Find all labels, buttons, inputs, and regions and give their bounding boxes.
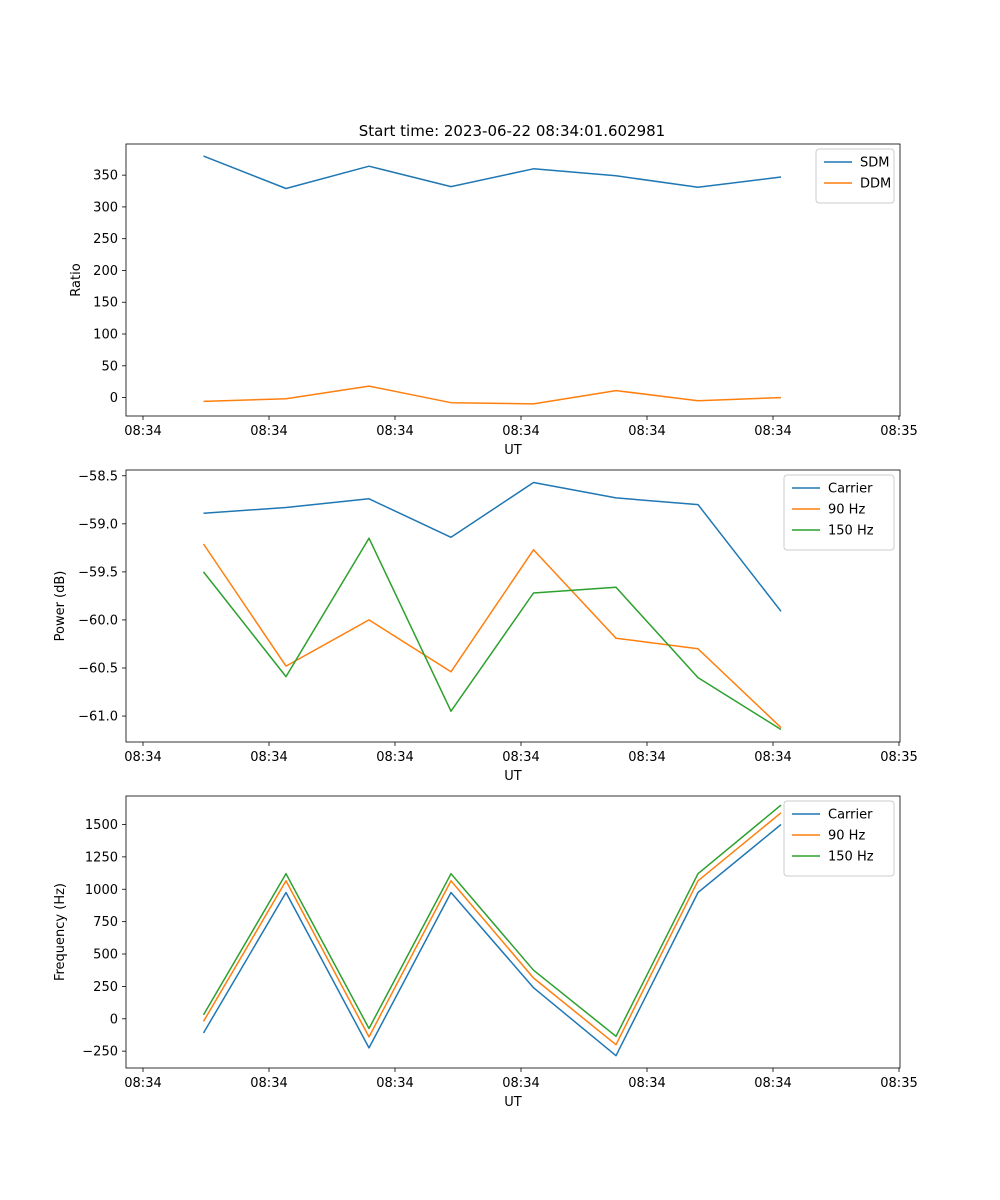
- legend: Carrier 90 Hz 150 Hz: [783, 800, 895, 877]
- y-tick-label: 0: [110, 1012, 118, 1027]
- series-line-sdm: [203, 155, 782, 190]
- legend-label: 90 Hz: [828, 829, 865, 844]
- x-tick-label: 08:34: [250, 750, 287, 765]
- x-tick-label: 08:34: [628, 1076, 665, 1091]
- x-tick-label: 08:34: [628, 424, 665, 439]
- x-tick-label: 08:34: [502, 1076, 539, 1091]
- y-tick-label: −60.5: [78, 661, 118, 676]
- legend-label: SDM: [860, 156, 889, 171]
- series-line-90-hz: [202, 543, 782, 729]
- y-axis-label: Frequency (Hz): [53, 883, 68, 981]
- legend-label: Carrier: [828, 808, 873, 823]
- x-tick-label: 08:34: [628, 750, 665, 765]
- y-tick-label: 350: [93, 169, 118, 184]
- x-axis-label: UT: [504, 769, 522, 784]
- subplot-3: 08:34 08:34 08:34 08:34 08:34 08:34 08:35 −250 0…: [53, 795, 918, 1110]
- legend-label: 150 Hz: [828, 524, 874, 539]
- series-line-90-hz: [202, 812, 782, 1046]
- legend-label: DDM: [860, 177, 891, 192]
- y-tick-label: 300: [93, 200, 118, 215]
- y-tick-label: 50: [101, 359, 118, 374]
- y-tick-label: −60.0: [78, 613, 118, 628]
- plot-frame: [125, 795, 901, 1069]
- x-axis-label: UT: [504, 1095, 522, 1110]
- legend-label: 90 Hz: [828, 503, 865, 518]
- legend: Carrier 90 Hz 150 Hz: [783, 474, 895, 551]
- y-tick-label: 750: [93, 915, 118, 930]
- x-tick-label: 08:34: [250, 424, 287, 439]
- x-tick-label: 08:34: [250, 1076, 287, 1091]
- y-tick-label: 1000: [85, 883, 118, 898]
- y-tick-label: −59.0: [78, 517, 118, 532]
- x-tick-label: 08:34: [376, 750, 413, 765]
- y-axis-label: Ratio: [69, 263, 84, 296]
- legend-label: 150 Hz: [828, 850, 874, 865]
- plot-frame: [125, 469, 901, 743]
- x-axis-label: UT: [504, 443, 522, 458]
- y-axis-label: Power (dB): [53, 571, 68, 642]
- series-line-ddm: [203, 385, 782, 405]
- legend-box: [783, 800, 895, 877]
- y-tick-label: −59.5: [78, 565, 118, 580]
- y-tick-label: 150: [93, 296, 118, 311]
- x-tick-label: 08:35: [880, 1076, 917, 1091]
- x-tick-label: 08:34: [124, 424, 161, 439]
- x-tick-label: 08:34: [376, 424, 413, 439]
- series-line-carrier: [203, 481, 782, 612]
- y-tick-label: 250: [93, 980, 118, 995]
- y-tick-label: −61.0: [78, 710, 118, 725]
- x-tick-label: 08:34: [754, 750, 791, 765]
- series-line-carrier: [202, 823, 782, 1057]
- legend: SDM DDM: [815, 148, 895, 204]
- subplot-1: 08:34 08:34 08:34 08:34 08:34 08:34 08:35 0 50 10…: [69, 143, 918, 458]
- series-line-150-hz: [202, 537, 782, 731]
- subplots: 08:34 08:34 08:34 08:34 08:34 08:34 08:35 0 50 10…: [53, 143, 918, 1110]
- y-tick-label: 0: [110, 391, 118, 406]
- x-tick-label: 08:34: [754, 424, 791, 439]
- x-tick-label: 08:34: [124, 1076, 161, 1091]
- series-line-150-hz: [202, 804, 782, 1038]
- legend-label: Carrier: [828, 482, 873, 497]
- x-tick-label: 08:34: [502, 424, 539, 439]
- figure-title: Start time: 2023-06-22 08:34:01.602981: [359, 122, 665, 140]
- x-tick-label: 08:34: [376, 1076, 413, 1091]
- y-tick-label: 1500: [85, 818, 118, 833]
- legend-box: [783, 474, 895, 551]
- x-tick-label: 08:34: [754, 1076, 791, 1091]
- x-tick-label: 08:35: [880, 424, 917, 439]
- y-tick-label: 250: [93, 232, 118, 247]
- y-tick-label: −250: [82, 1045, 118, 1060]
- subplot-2: 08:34 08:34 08:34 08:34 08:34 08:34 08:35 −61.0…: [53, 469, 918, 784]
- y-tick-label: 100: [93, 328, 118, 343]
- y-tick-label: 1250: [85, 850, 118, 865]
- y-tick-label: −58.5: [78, 469, 118, 484]
- plot-frame: [125, 143, 901, 417]
- x-tick-label: 08:35: [880, 750, 917, 765]
- x-tick-label: 08:34: [124, 750, 161, 765]
- y-tick-label: 500: [93, 948, 118, 963]
- y-tick-label: 200: [93, 264, 118, 279]
- x-tick-label: 08:34: [502, 750, 539, 765]
